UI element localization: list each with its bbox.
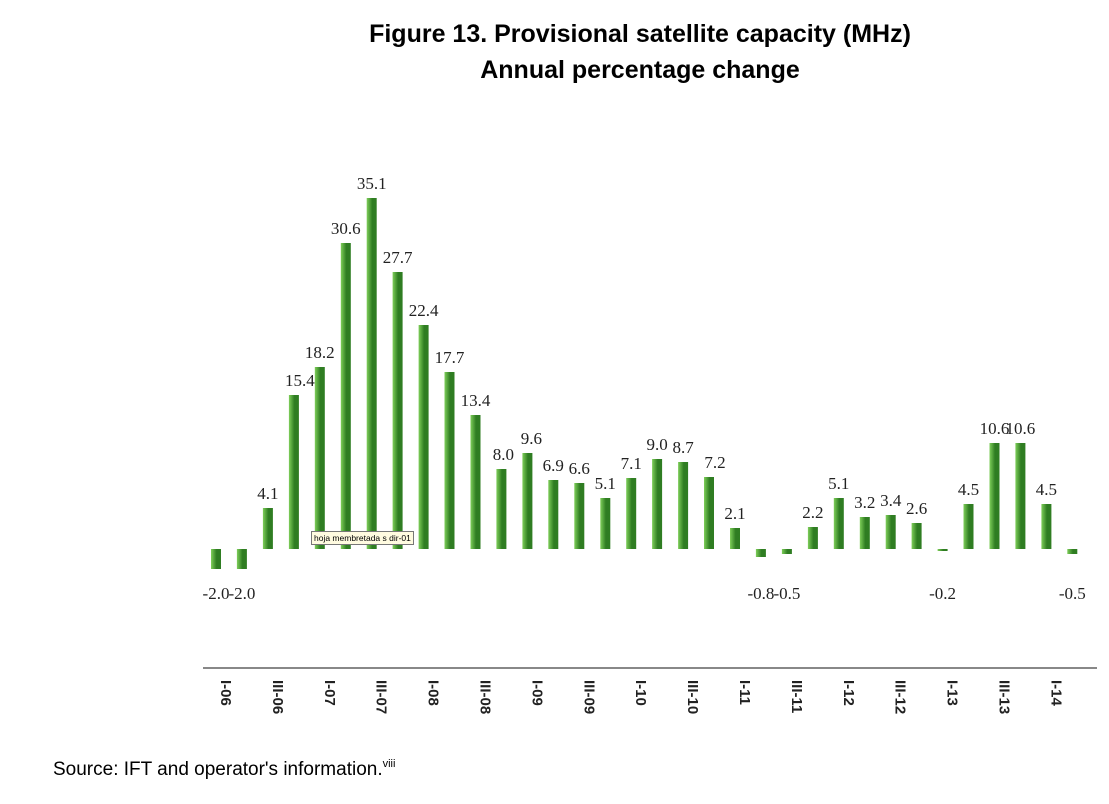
value-label-III-06: 4.1: [257, 484, 278, 503]
bar-III-09: [574, 483, 585, 549]
x-tick-label-I-13: I-13: [944, 680, 961, 706]
bar-II-10: [652, 459, 663, 549]
bar-II-13: [963, 504, 974, 549]
bar-II-09: [548, 480, 559, 549]
bar-IV-06: [288, 395, 299, 549]
bar-III-07: [366, 198, 377, 549]
bar-I-07: [314, 367, 325, 549]
bar-IV-09: [600, 498, 611, 549]
source-text: Source: IFT and operator's information.: [53, 759, 383, 780]
bar-II-08: [444, 372, 455, 549]
x-tick-labels-layer: I-06 III-06 I-07 III-07 I-08 III-08 I-09 III-09…: [217, 680, 1064, 714]
value-label-IV-07: 27.7: [383, 248, 413, 267]
value-label-III-13: 10.6: [980, 419, 1010, 438]
value-label-I-08: 22.4: [409, 301, 439, 320]
source-note: Source: IFT and operator's information.v…: [53, 758, 395, 781]
value-label-II-12: 3.2: [854, 493, 875, 512]
bar-I-09: [522, 453, 533, 549]
value-label-III-07: 35.1: [357, 174, 387, 193]
value-label-IV-06: 15.4: [285, 371, 315, 390]
bar-III-12: [885, 515, 896, 549]
chart-subtitle: Annual percentage change: [480, 56, 800, 84]
value-label-III-10: 8.7: [672, 438, 694, 457]
x-tick-label-I-09: I-09: [528, 680, 545, 706]
bar-III-08: [470, 415, 481, 549]
x-tick-label-III-13: III-13: [996, 680, 1013, 714]
bar-III-06: [262, 508, 273, 549]
x-tick-label-I-10: I-10: [632, 680, 649, 706]
value-label-II-11: -0.8: [747, 584, 774, 603]
x-tick-label-III-06: III-06: [269, 680, 286, 714]
bar-I-14: [1041, 504, 1052, 549]
bar-III-10: [678, 462, 689, 549]
tooltip: hoja membretada s dir-01: [311, 531, 414, 545]
value-label-I-14: 4.5: [1036, 480, 1057, 499]
bar-II-14: [1067, 549, 1078, 554]
bar-IV-12: [911, 523, 922, 549]
value-label-IV-11: 2.2: [802, 503, 823, 522]
x-tick-label-I-12: I-12: [840, 680, 857, 706]
x-tick-label-III-09: III-09: [580, 680, 597, 714]
value-label-I-13: -0.2: [929, 584, 956, 603]
value-label-I-07: 18.2: [305, 343, 335, 362]
value-label-II-09: 6.9: [543, 456, 564, 475]
value-label-I-11: 2.1: [724, 504, 745, 523]
bar-I-11: [730, 528, 740, 549]
chart-title: Figure 13. Provisional satellite capacit…: [369, 20, 911, 48]
bar-IV-13: [1015, 443, 1026, 549]
bar-II-06: [236, 549, 247, 569]
value-label-IV-08: 8.0: [493, 445, 514, 464]
x-tick-label-III-12: III-12: [892, 680, 909, 714]
value-label-IV-09: 5.1: [595, 474, 616, 493]
value-label-I-12: 5.1: [828, 474, 849, 493]
bar-II-12: [859, 517, 870, 549]
bar-IV-11: [807, 527, 818, 549]
value-labels-layer: -2.0-2.0 4.1 15.4 18.2 30.6 35.1 27.7 22.4 17.7 1…: [203, 174, 1086, 603]
value-label-III-08: 13.4: [461, 391, 491, 410]
x-tick-label-I-11: I-11: [736, 680, 753, 705]
value-label-I-06: -2.0: [203, 584, 230, 603]
x-tick-label-III-10: III-10: [684, 680, 701, 714]
bar-IV-08: [496, 469, 507, 549]
value-label-II-13: 4.5: [958, 480, 979, 499]
value-label-II-10: 9.0: [646, 435, 667, 454]
value-label-I-09: 9.6: [521, 429, 542, 448]
bar-II-07: [340, 243, 351, 549]
bar-III-11: [781, 549, 792, 554]
x-tick-label-I-07: I-07: [321, 680, 338, 706]
bar-IV-10: [704, 477, 714, 549]
bar-III-13: [989, 443, 1000, 549]
value-label-IV-10: 7.2: [704, 453, 725, 472]
value-label-II-14: -0.5: [1059, 584, 1086, 603]
bar-I-08: [418, 325, 429, 549]
x-tick-label-III-08: III-08: [477, 680, 494, 714]
value-label-IV-12: 2.6: [906, 499, 927, 518]
bar-I-06: [211, 549, 221, 569]
x-tick-label-I-08: I-08: [425, 680, 442, 706]
bar-I-13: [937, 549, 948, 551]
value-label-II-07: 30.6: [331, 219, 361, 238]
value-label-I-10: 7.1: [621, 454, 642, 473]
value-label-II-06: -2.0: [228, 584, 255, 603]
bar-II-11: [755, 549, 766, 557]
bar-IV-07: [392, 272, 403, 549]
value-label-II-08: 17.7: [435, 348, 465, 367]
x-tick-label-III-07: III-07: [373, 680, 390, 714]
value-label-III-12: 3.4: [880, 491, 902, 510]
x-tick-label-I-14: I-14: [1047, 680, 1064, 707]
x-tick-label-I-06: I-06: [217, 680, 234, 706]
value-label-III-09: 6.6: [569, 459, 590, 478]
endnote-marker: viii: [382, 758, 396, 770]
bar-I-12: [833, 498, 844, 549]
bars-layer: [211, 198, 1078, 569]
value-label-III-11: -0.5: [773, 584, 800, 603]
x-tick-label-III-11: III-11: [788, 680, 805, 713]
value-label-IV-13: 10.6: [1006, 419, 1036, 438]
bar-I-10: [626, 478, 637, 549]
